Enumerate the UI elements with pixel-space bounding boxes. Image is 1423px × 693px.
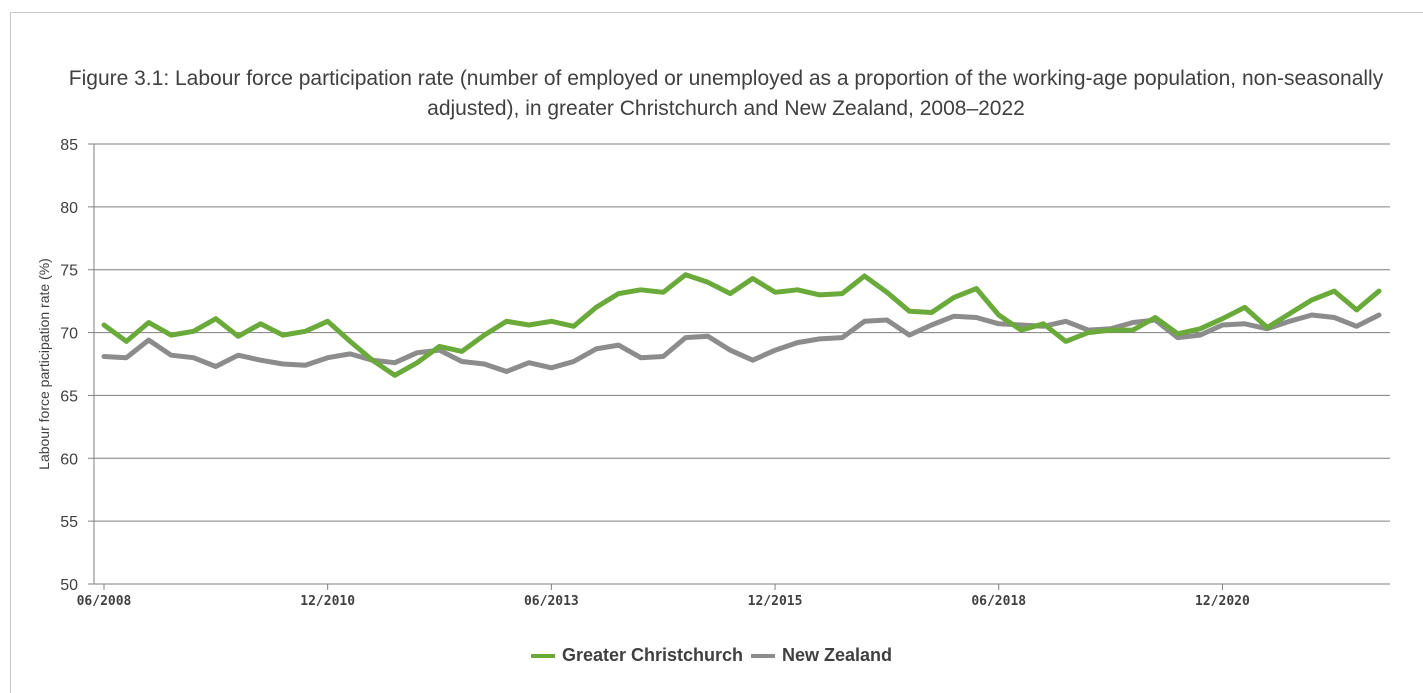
x-tick-label-0: 06/2008 — [77, 594, 132, 609]
y-tick-label-75: 75 — [60, 263, 78, 280]
y-tick-label-65: 65 — [60, 388, 78, 405]
legend: Greater Christchurch New Zealand — [0, 645, 1423, 666]
legend-label-greater-christchurch: Greater Christchurch — [561, 645, 744, 665]
series-line-new-zealand — [101, 312, 1382, 374]
y-tick-label-60: 60 — [60, 451, 78, 468]
x-tick-label-20: 06/2013 — [524, 594, 579, 609]
x-tick-label-10: 12/2010 — [300, 594, 355, 609]
chart-frame — [10, 12, 1423, 693]
y-tick-label-70: 70 — [60, 326, 78, 343]
chart-title: Figure 3.1: Labour force participation r… — [68, 67, 1384, 120]
y-tick-label-50: 50 — [60, 577, 78, 594]
y-tick-label-80: 80 — [60, 200, 78, 217]
series-line-greater-christchurch — [101, 272, 1382, 378]
legend-swatch-greater-christchurch — [530, 653, 555, 658]
legend-swatch-new-zealand — [751, 653, 776, 658]
y-tick-label-85: 85 — [60, 137, 78, 154]
x-tick-label-40: 06/2018 — [971, 594, 1026, 609]
y-tick-label-55: 55 — [60, 514, 78, 531]
legend-item-greater-christchurch: Greater Christchurch — [530, 645, 744, 666]
legend-label-new-zealand: New Zealand — [782, 645, 893, 665]
x-tick-label-50: 12/2020 — [1195, 594, 1250, 609]
x-tick-label-30: 12/2015 — [748, 594, 803, 609]
legend-item-new-zealand: New Zealand — [751, 645, 892, 666]
